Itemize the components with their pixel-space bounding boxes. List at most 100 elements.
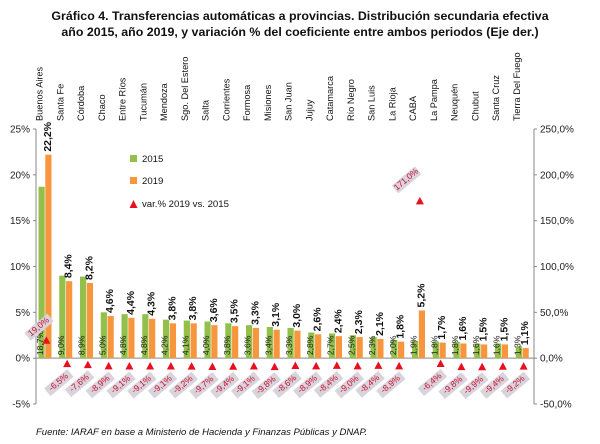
bar-2019 bbox=[335, 336, 342, 359]
bar-2019 bbox=[273, 329, 280, 359]
category-label: San Luis bbox=[367, 85, 377, 121]
bar-2019 bbox=[294, 330, 301, 359]
data-label-2019: 3,5% bbox=[229, 298, 241, 323]
bar-2019 bbox=[418, 310, 425, 359]
data-label-2019: 3,1% bbox=[270, 302, 282, 327]
data-label-2019: 8,2% bbox=[83, 255, 95, 280]
category-label: Neuquén bbox=[450, 84, 460, 121]
bar-2019 bbox=[128, 317, 135, 359]
data-label-2019: 1,8% bbox=[395, 314, 407, 339]
data-label-2015: 1,8% bbox=[450, 335, 460, 355]
var-label-box bbox=[85, 371, 116, 399]
var-label-box bbox=[64, 370, 95, 398]
legend-swatch-2015 bbox=[130, 155, 137, 162]
category-label: Mendoza bbox=[159, 82, 169, 121]
var-label-box bbox=[168, 371, 199, 399]
data-label-2015: 1,3% bbox=[512, 335, 522, 355]
var-marker bbox=[229, 362, 238, 370]
var-marker bbox=[249, 362, 258, 370]
bar-2019 bbox=[232, 326, 239, 359]
var-label-box bbox=[106, 371, 136, 399]
var-marker bbox=[478, 362, 487, 371]
var-label-box bbox=[24, 313, 54, 341]
var-label-box bbox=[251, 372, 282, 400]
category-label: Tierra Del Fuego bbox=[512, 52, 522, 121]
category-label: Chubut bbox=[470, 91, 480, 121]
bar-2019 bbox=[501, 344, 508, 359]
bar-2015 bbox=[453, 341, 460, 359]
data-label-2019: 5,2% bbox=[415, 283, 427, 308]
legend-marker-var bbox=[129, 200, 138, 208]
var-marker bbox=[42, 336, 51, 344]
bar-2015 bbox=[329, 333, 336, 359]
bar-2019 bbox=[398, 341, 405, 359]
y-right-tick-label: 250,0% bbox=[540, 125, 574, 136]
data-label-2015: 2,8% bbox=[305, 335, 315, 355]
bar-2019 bbox=[211, 325, 218, 359]
category-label: CABA bbox=[408, 95, 418, 121]
bar-2015 bbox=[308, 332, 315, 359]
bar-2019 bbox=[66, 281, 73, 359]
data-label-2015: 3,8% bbox=[222, 335, 232, 355]
category-label: Formosa bbox=[242, 84, 252, 121]
var-marker bbox=[374, 361, 383, 369]
y-left-tick-label: 10% bbox=[10, 262, 30, 273]
data-label-2019: 4,6% bbox=[104, 288, 116, 313]
bar-2019 bbox=[315, 334, 322, 359]
bar-2019 bbox=[190, 323, 197, 359]
y-right-tick-label: 200,0% bbox=[540, 170, 574, 181]
bar-2015 bbox=[349, 335, 356, 359]
bar-2019 bbox=[252, 327, 259, 359]
category-label: Córdoba bbox=[76, 85, 86, 121]
var-marker bbox=[498, 362, 507, 370]
category-label: Sgo. Del Estero bbox=[180, 57, 190, 121]
data-label-2015: 1,8% bbox=[429, 335, 439, 355]
data-label-2015: 3,6% bbox=[243, 335, 253, 355]
bar-2019 bbox=[377, 338, 384, 359]
data-label-2015: 4,2% bbox=[160, 335, 170, 355]
y-left-tick-label: 25% bbox=[10, 125, 30, 136]
data-label-2019: 1,1% bbox=[519, 320, 531, 345]
data-label-2015: 4,8% bbox=[118, 335, 128, 355]
data-label-2019: 2,1% bbox=[374, 311, 386, 336]
var-label-box bbox=[127, 371, 157, 399]
y-left-tick-label: 5% bbox=[16, 308, 31, 319]
data-label-2015: 9,0% bbox=[56, 335, 66, 355]
category-label: Chaco bbox=[97, 94, 107, 121]
data-label-2015: 2,3% bbox=[367, 335, 377, 355]
bar-2015 bbox=[204, 321, 211, 359]
y-right-tick-label: 150,0% bbox=[540, 216, 574, 227]
bar-2019 bbox=[86, 283, 93, 359]
var-label-box bbox=[334, 371, 365, 399]
data-label-2019: 3,8% bbox=[187, 296, 199, 321]
data-label-2019: 1,5% bbox=[498, 317, 510, 342]
data-label-2019: 1,5% bbox=[478, 317, 490, 342]
y-left-tick-label: 0% bbox=[16, 354, 31, 365]
category-label: Corrientes bbox=[221, 78, 231, 121]
data-label-2019: 22,2% bbox=[42, 121, 54, 151]
bar-2015 bbox=[391, 339, 398, 359]
bar-2015 bbox=[121, 314, 128, 359]
data-label-2019: 1,6% bbox=[457, 316, 469, 341]
var-marker bbox=[187, 362, 196, 370]
var-label-box bbox=[459, 372, 489, 400]
category-label: La Pampa bbox=[429, 78, 439, 121]
var-marker bbox=[63, 359, 72, 368]
data-label-2019: 4,4% bbox=[125, 290, 137, 315]
var-marker bbox=[415, 196, 424, 205]
var-label-box bbox=[355, 370, 385, 398]
chart-title-line-2: año 2015, año 2019, y variación % del co… bbox=[61, 25, 539, 39]
y-right-tick-label: -50,0% bbox=[540, 400, 572, 411]
data-label-2015: 4,8% bbox=[139, 335, 149, 355]
bar-2019 bbox=[522, 348, 529, 359]
category-label: Salta bbox=[201, 99, 211, 121]
bar-2015 bbox=[163, 319, 170, 359]
data-label-2015: 4,0% bbox=[201, 335, 211, 355]
bar-2015 bbox=[515, 346, 522, 359]
bar-2015 bbox=[38, 186, 45, 359]
var-marker bbox=[457, 362, 466, 371]
data-label-2015: 1,6% bbox=[492, 335, 502, 355]
var-label-box bbox=[210, 371, 240, 399]
var-marker bbox=[436, 359, 445, 368]
data-label-2015: 18,7% bbox=[35, 330, 45, 355]
